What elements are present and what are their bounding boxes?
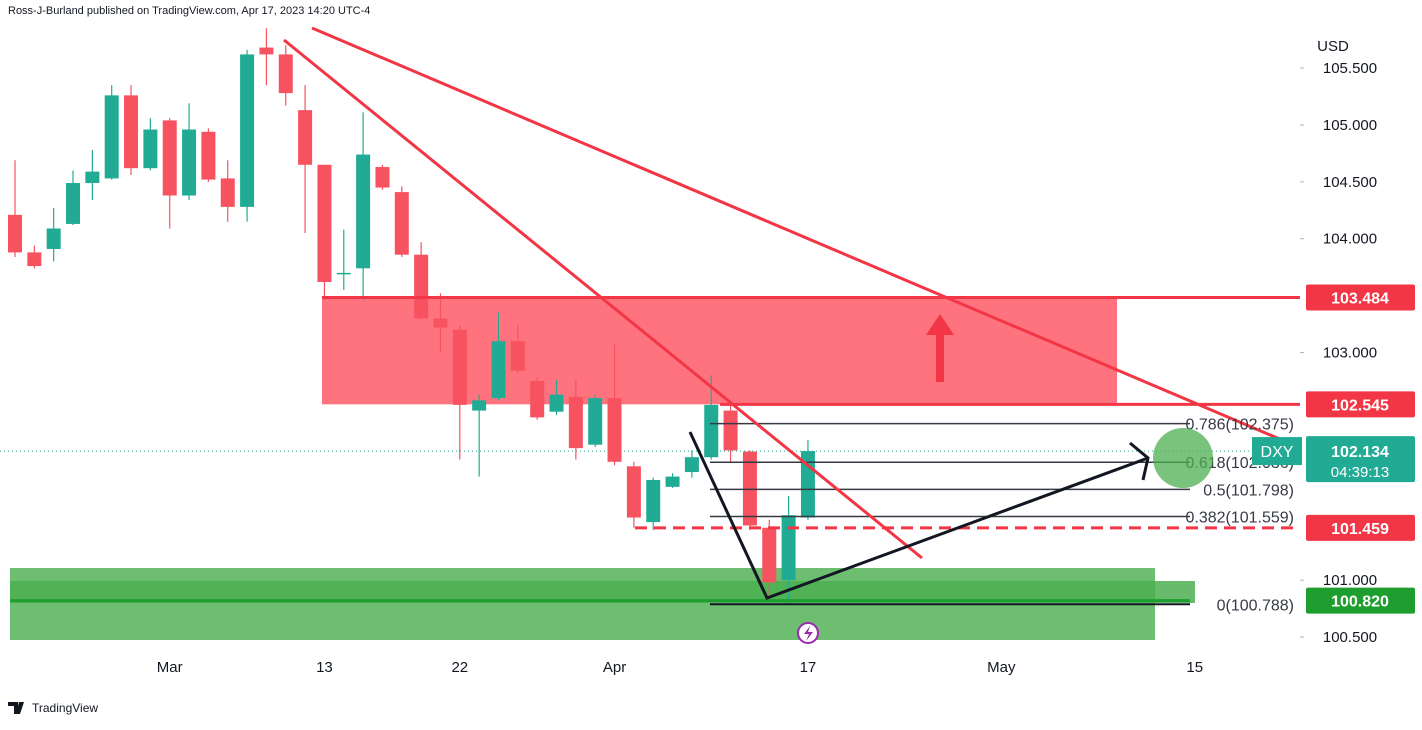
- x-tick-label: May: [987, 659, 1016, 676]
- candle-body: [298, 110, 313, 165]
- y-tick-label: 103.000: [1323, 345, 1377, 362]
- candle-body: [452, 329, 467, 405]
- candle-body: [549, 394, 564, 412]
- candle-body: [46, 228, 61, 249]
- candle-body: [182, 129, 197, 196]
- x-tick-label: Mar: [157, 659, 183, 676]
- level-tag: [1306, 284, 1415, 311]
- candle-body: [665, 476, 680, 487]
- support-band: [10, 581, 1195, 603]
- fib-label: 0(100.788): [1217, 597, 1294, 614]
- price-tag: [1306, 436, 1415, 483]
- candle-body: [278, 54, 293, 94]
- candle-body: [588, 398, 603, 445]
- x-tick-label: 15: [1186, 659, 1203, 676]
- candle-body: [240, 54, 255, 207]
- candle-body: [607, 398, 622, 462]
- arrow-head: [1129, 441, 1150, 481]
- candle-body: [704, 404, 719, 458]
- up-arrow-head: [926, 314, 954, 335]
- x-tick-label: 13: [316, 659, 333, 676]
- candle-body: [8, 214, 22, 253]
- candle-body: [414, 254, 429, 319]
- fib-label: 0.786(102.375): [1185, 417, 1294, 434]
- candle-body: [510, 341, 525, 371]
- candle-body: [781, 515, 796, 581]
- resistance-zone: [322, 297, 1117, 405]
- candle-body: [684, 457, 699, 473]
- y-tick-label: 104.000: [1323, 231, 1377, 248]
- y-tick-label: 101.000: [1323, 572, 1377, 589]
- level-label: 102.545: [1331, 397, 1389, 414]
- candle-body: [491, 341, 506, 399]
- symbol-tag: [1252, 437, 1302, 466]
- level-tag: [1306, 587, 1415, 614]
- y-tick-label: 100.500: [1323, 629, 1377, 646]
- candle-body: [530, 380, 545, 418]
- trend-line: [283, 38, 923, 560]
- candle-body: [336, 272, 351, 275]
- candle-body: [742, 451, 757, 526]
- candle-body: [104, 95, 119, 179]
- candle-body: [723, 410, 738, 451]
- candle-body: [394, 192, 409, 255]
- candle-body: [762, 527, 777, 583]
- countdown-label: 04:39:13: [1331, 464, 1389, 481]
- candle-body: [220, 178, 235, 207]
- fib-label: 0.382(101.559): [1185, 510, 1294, 527]
- candle-body: [646, 479, 661, 523]
- drawings: [283, 26, 1283, 600]
- y-tick-label: 105.000: [1323, 117, 1377, 134]
- y-tick-label: 105.500: [1323, 60, 1377, 77]
- candle-body: [317, 164, 332, 282]
- x-tick-label: Apr: [603, 659, 626, 676]
- candle-body: [162, 120, 177, 196]
- symbol-label: DXY: [1261, 444, 1294, 461]
- y-tick-label: 104.500: [1323, 174, 1377, 191]
- level-tag: [1306, 391, 1415, 418]
- footer: TradingView: [8, 701, 98, 715]
- labels: USD 105.500 105.000 104.500 104.000 103.000 10…: [157, 38, 1415, 676]
- candle-body: [375, 167, 390, 188]
- event-bolt: [804, 626, 813, 641]
- highlight-circle: [1153, 428, 1213, 488]
- candle-body: [27, 252, 42, 267]
- candle-body: [85, 171, 100, 183]
- candle-body: [433, 318, 448, 328]
- overlay: [797, 428, 1213, 644]
- candle-body: [143, 129, 158, 169]
- fib-label: 0.5(101.798): [1203, 482, 1294, 499]
- candle-body: [472, 400, 487, 411]
- level-label: 101.459: [1331, 521, 1389, 538]
- candles: [8, 28, 1300, 606]
- trend-line: [311, 26, 1283, 442]
- candle-body: [66, 182, 81, 224]
- zones: [0, 297, 1300, 640]
- level-label: 100.820: [1331, 594, 1389, 611]
- x-tick-label: 17: [800, 659, 817, 676]
- level-tag: [1306, 514, 1415, 541]
- path-line: [688, 431, 1149, 600]
- level-label: 103.484: [1331, 290, 1389, 307]
- x-tick-label: 22: [451, 659, 468, 676]
- axis-currency: USD: [1317, 38, 1349, 55]
- candle-body: [259, 47, 274, 55]
- price-label: 102.134: [1331, 444, 1389, 461]
- header: Ross-J-Burland published on TradingView.…: [8, 5, 370, 17]
- candle-body: [356, 154, 371, 269]
- candle-body: [568, 396, 583, 449]
- candle-body: [201, 131, 216, 180]
- candle-body: [124, 95, 139, 169]
- candle-body: [626, 466, 641, 518]
- logo: [8, 702, 24, 714]
- footer-text: TradingView: [32, 701, 98, 715]
